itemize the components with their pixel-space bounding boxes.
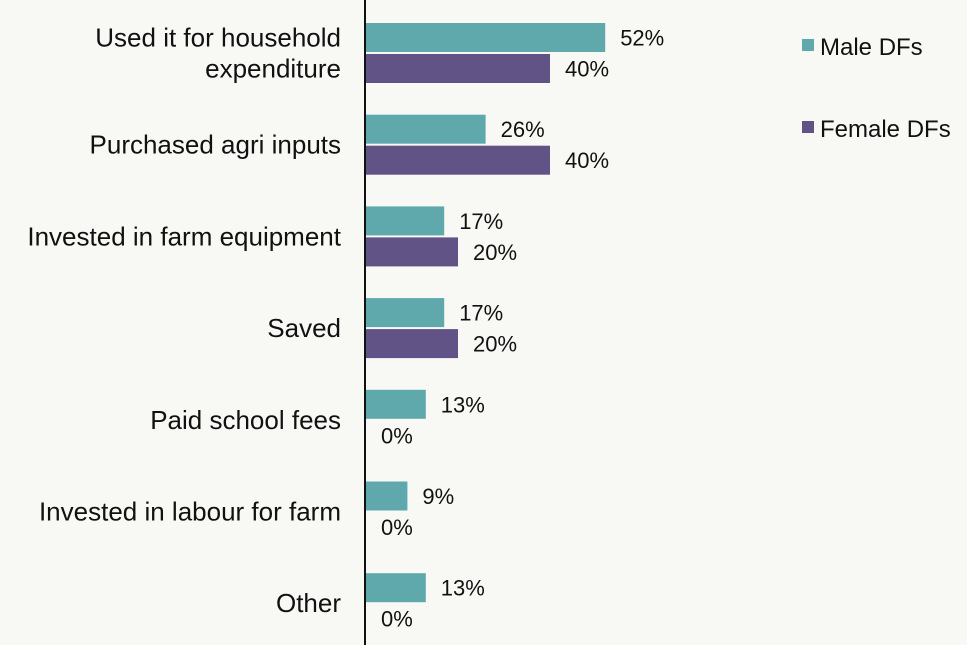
bar-0-3 xyxy=(366,298,445,328)
value-label-0-3: 17% xyxy=(459,301,503,326)
value-labels: 52% 40% 26% 40% 17% 20% 17% 20% 13% 0% 9% 0% 13% 0% xyxy=(381,26,664,632)
category-label-0-line-1: expenditure xyxy=(205,54,341,84)
legend-label-1: Female DFs xyxy=(820,116,951,143)
value-label-1-6: 0% xyxy=(381,607,413,632)
bar-0-0 xyxy=(366,23,606,52)
value-label-0-6: 13% xyxy=(441,576,485,601)
bar-0-6 xyxy=(366,573,426,603)
bar-1-0 xyxy=(366,54,550,83)
legend: Male DFs Female DFs xyxy=(802,34,951,143)
category-label-5: Invested in labour for farm xyxy=(39,497,341,527)
bar-0-1 xyxy=(366,114,486,144)
value-label-0-5: 9% xyxy=(422,484,454,509)
bar-1-1 xyxy=(366,145,550,175)
bar-1-2 xyxy=(366,237,458,267)
bar-0-4 xyxy=(366,389,426,419)
category-label-2: Invested in farm equipment xyxy=(27,221,341,251)
value-label-1-3: 20% xyxy=(473,332,517,357)
category-label-0-line-0: Used it for household xyxy=(95,23,341,53)
bar-1-3 xyxy=(366,329,458,359)
value-label-0-0: 52% xyxy=(620,26,664,51)
value-label-1-4: 0% xyxy=(381,423,413,448)
category-label-6: Other xyxy=(276,588,341,618)
category-label-3: Saved xyxy=(267,313,341,343)
value-label-1-2: 20% xyxy=(473,240,517,265)
bar-0-5 xyxy=(366,481,408,511)
category-label-4: Paid school fees xyxy=(150,405,341,435)
legend-swatch-1 xyxy=(802,121,814,133)
legend-swatch-0 xyxy=(802,39,814,51)
value-label-0-1: 26% xyxy=(501,117,545,142)
value-label-1-0: 40% xyxy=(565,57,609,82)
bars-group xyxy=(366,23,606,603)
value-label-1-5: 0% xyxy=(381,515,413,540)
bar-0-2 xyxy=(366,206,445,236)
value-label-0-4: 13% xyxy=(441,392,485,417)
legend-label-0: Male DFs xyxy=(820,34,923,61)
value-label-1-1: 40% xyxy=(565,148,609,173)
value-label-0-2: 17% xyxy=(459,209,503,234)
category-label-1: Purchased agri inputs xyxy=(90,130,341,160)
